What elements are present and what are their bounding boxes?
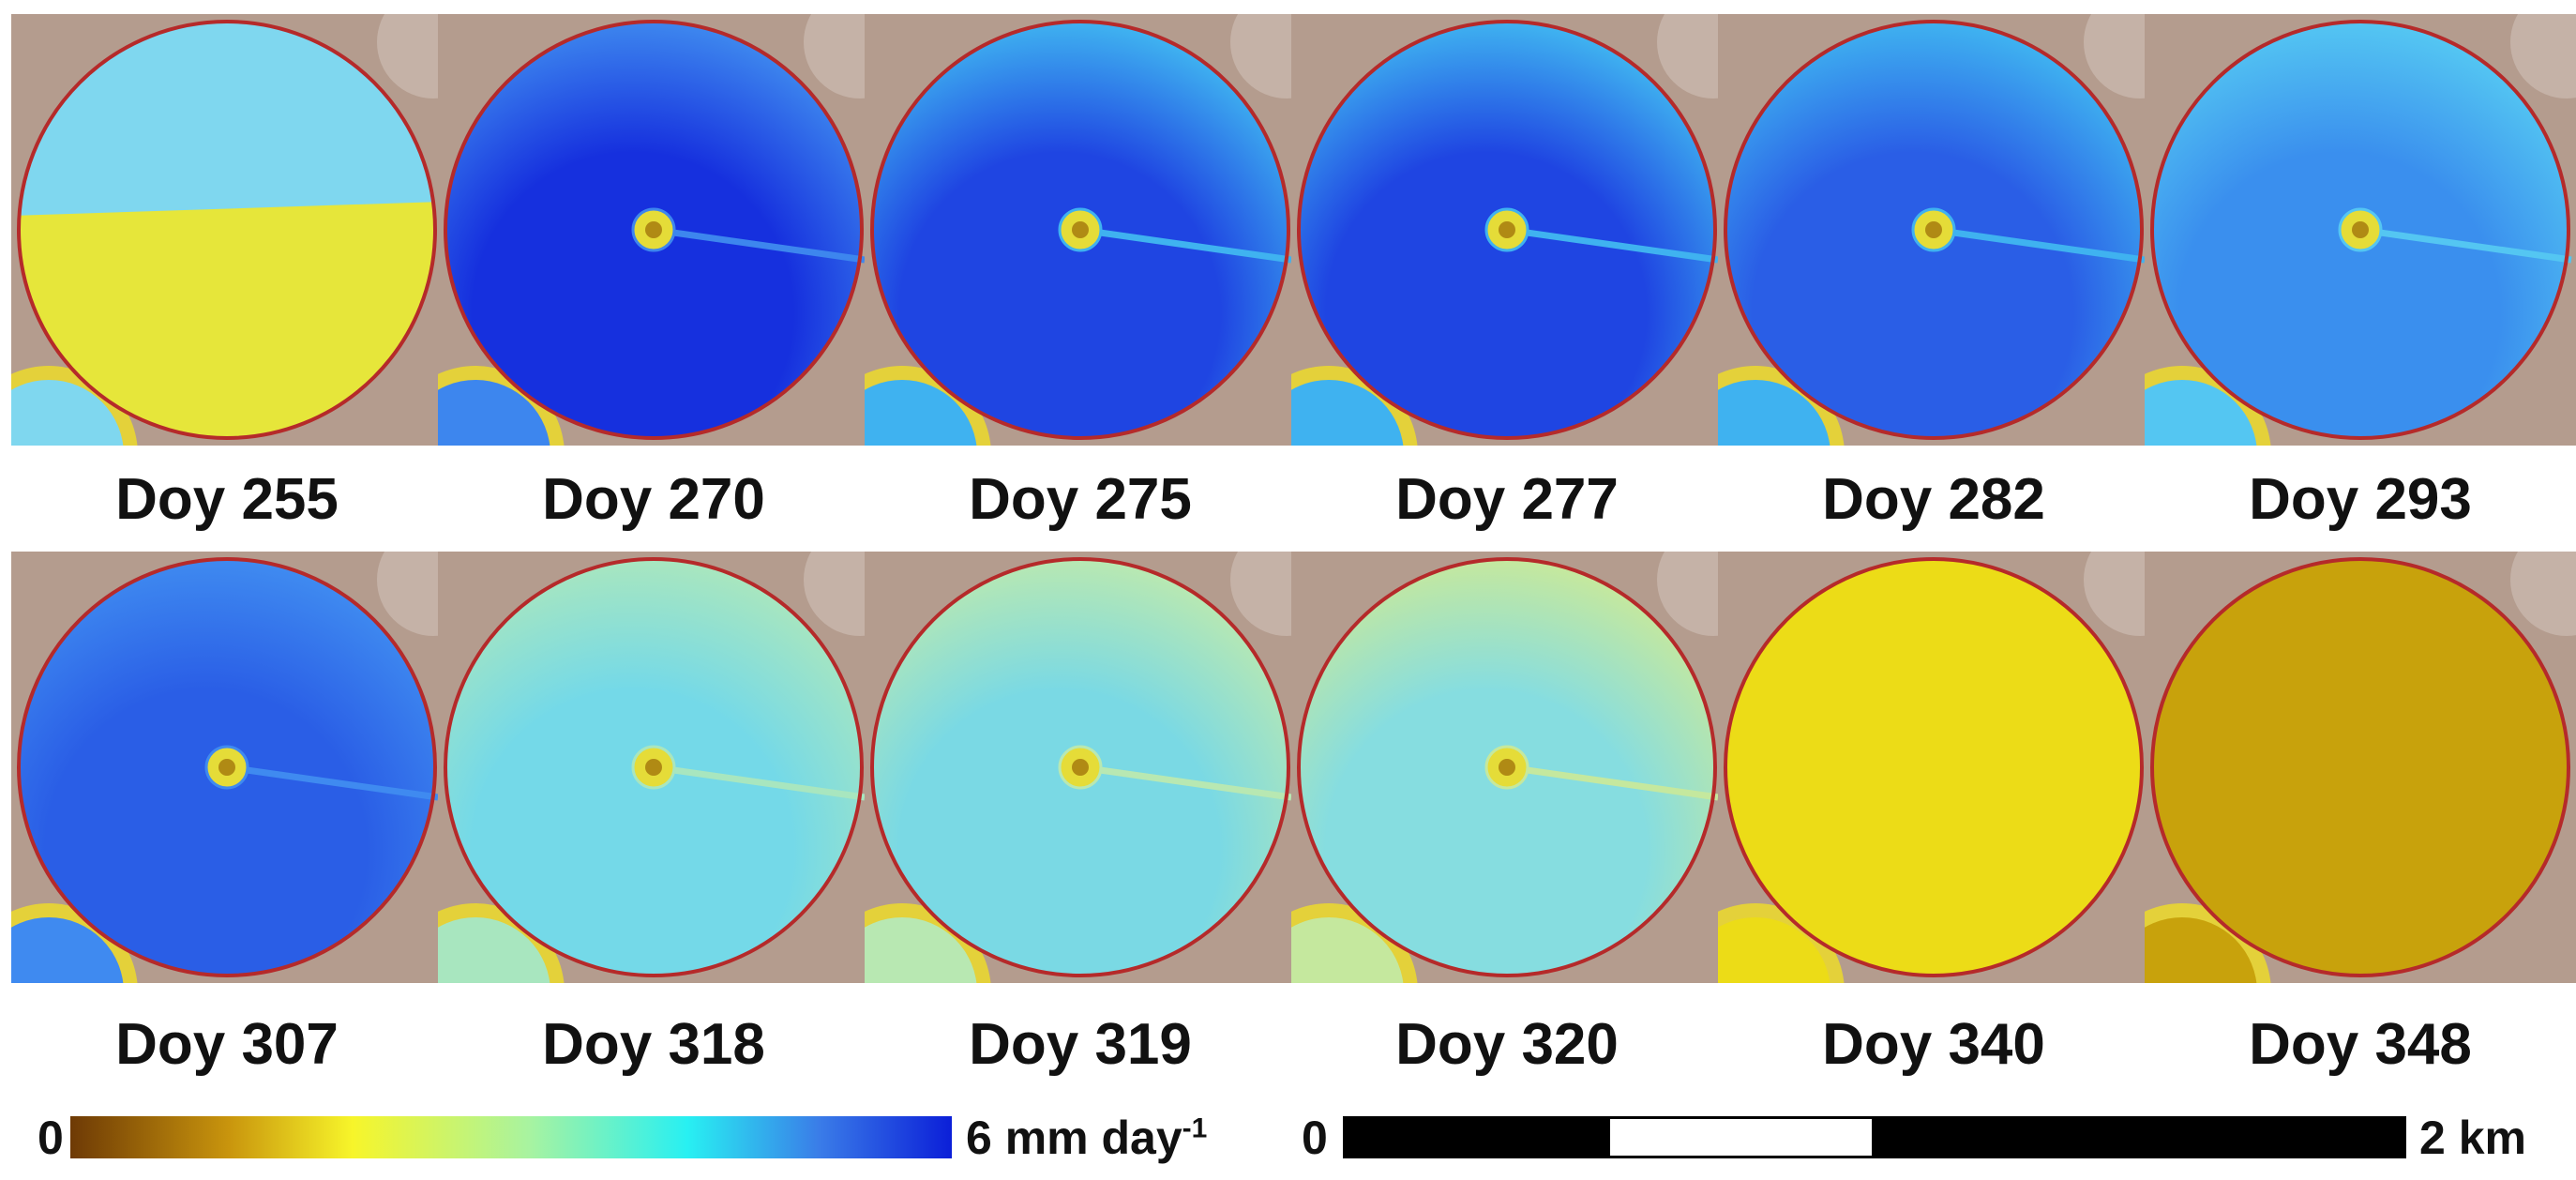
scalebar-start-label: 0 [1302, 1112, 1328, 1164]
field-panel [865, 14, 1296, 446]
panel-label: Doy 320 [1395, 1012, 1619, 1077]
field-panel [865, 552, 1296, 983]
panel-label: Doy 255 [115, 467, 339, 532]
panel-label: Doy 318 [542, 1012, 765, 1077]
scalebar-segment-2 [1607, 1116, 1875, 1158]
panel-label: Doy 340 [1822, 1012, 2045, 1077]
scalebar-segment-3 [1872, 1116, 2406, 1158]
colorbar [70, 1116, 952, 1158]
field-panel [1718, 552, 2149, 983]
field-panel [438, 552, 869, 983]
colorbar-min-label: 0 [38, 1112, 64, 1164]
field-panel [1291, 552, 1723, 983]
panel-label: Doy 348 [2249, 1012, 2472, 1077]
scalebar-segment-1 [1343, 1116, 1610, 1158]
panel-label: Doy 319 [969, 1012, 1192, 1077]
panel-label: Doy 293 [2249, 467, 2472, 532]
field-panel [2145, 552, 2576, 983]
panel-label: Doy 277 [1395, 467, 1619, 532]
field-panel [1718, 14, 2149, 446]
field-panel [2145, 14, 2576, 446]
scalebar-end-label: 2 km [2419, 1112, 2526, 1164]
field-panel [438, 14, 869, 446]
panel-label: Doy 307 [115, 1012, 339, 1077]
field-panel [11, 14, 443, 446]
panel-label: Doy 282 [1822, 467, 2045, 532]
panel-label: Doy 270 [542, 467, 765, 532]
field-panel [1291, 14, 1723, 446]
field-panel [11, 552, 443, 983]
panel-label: Doy 275 [969, 467, 1192, 532]
colorbar-max-label: 6 mm day-1 [966, 1112, 1208, 1164]
